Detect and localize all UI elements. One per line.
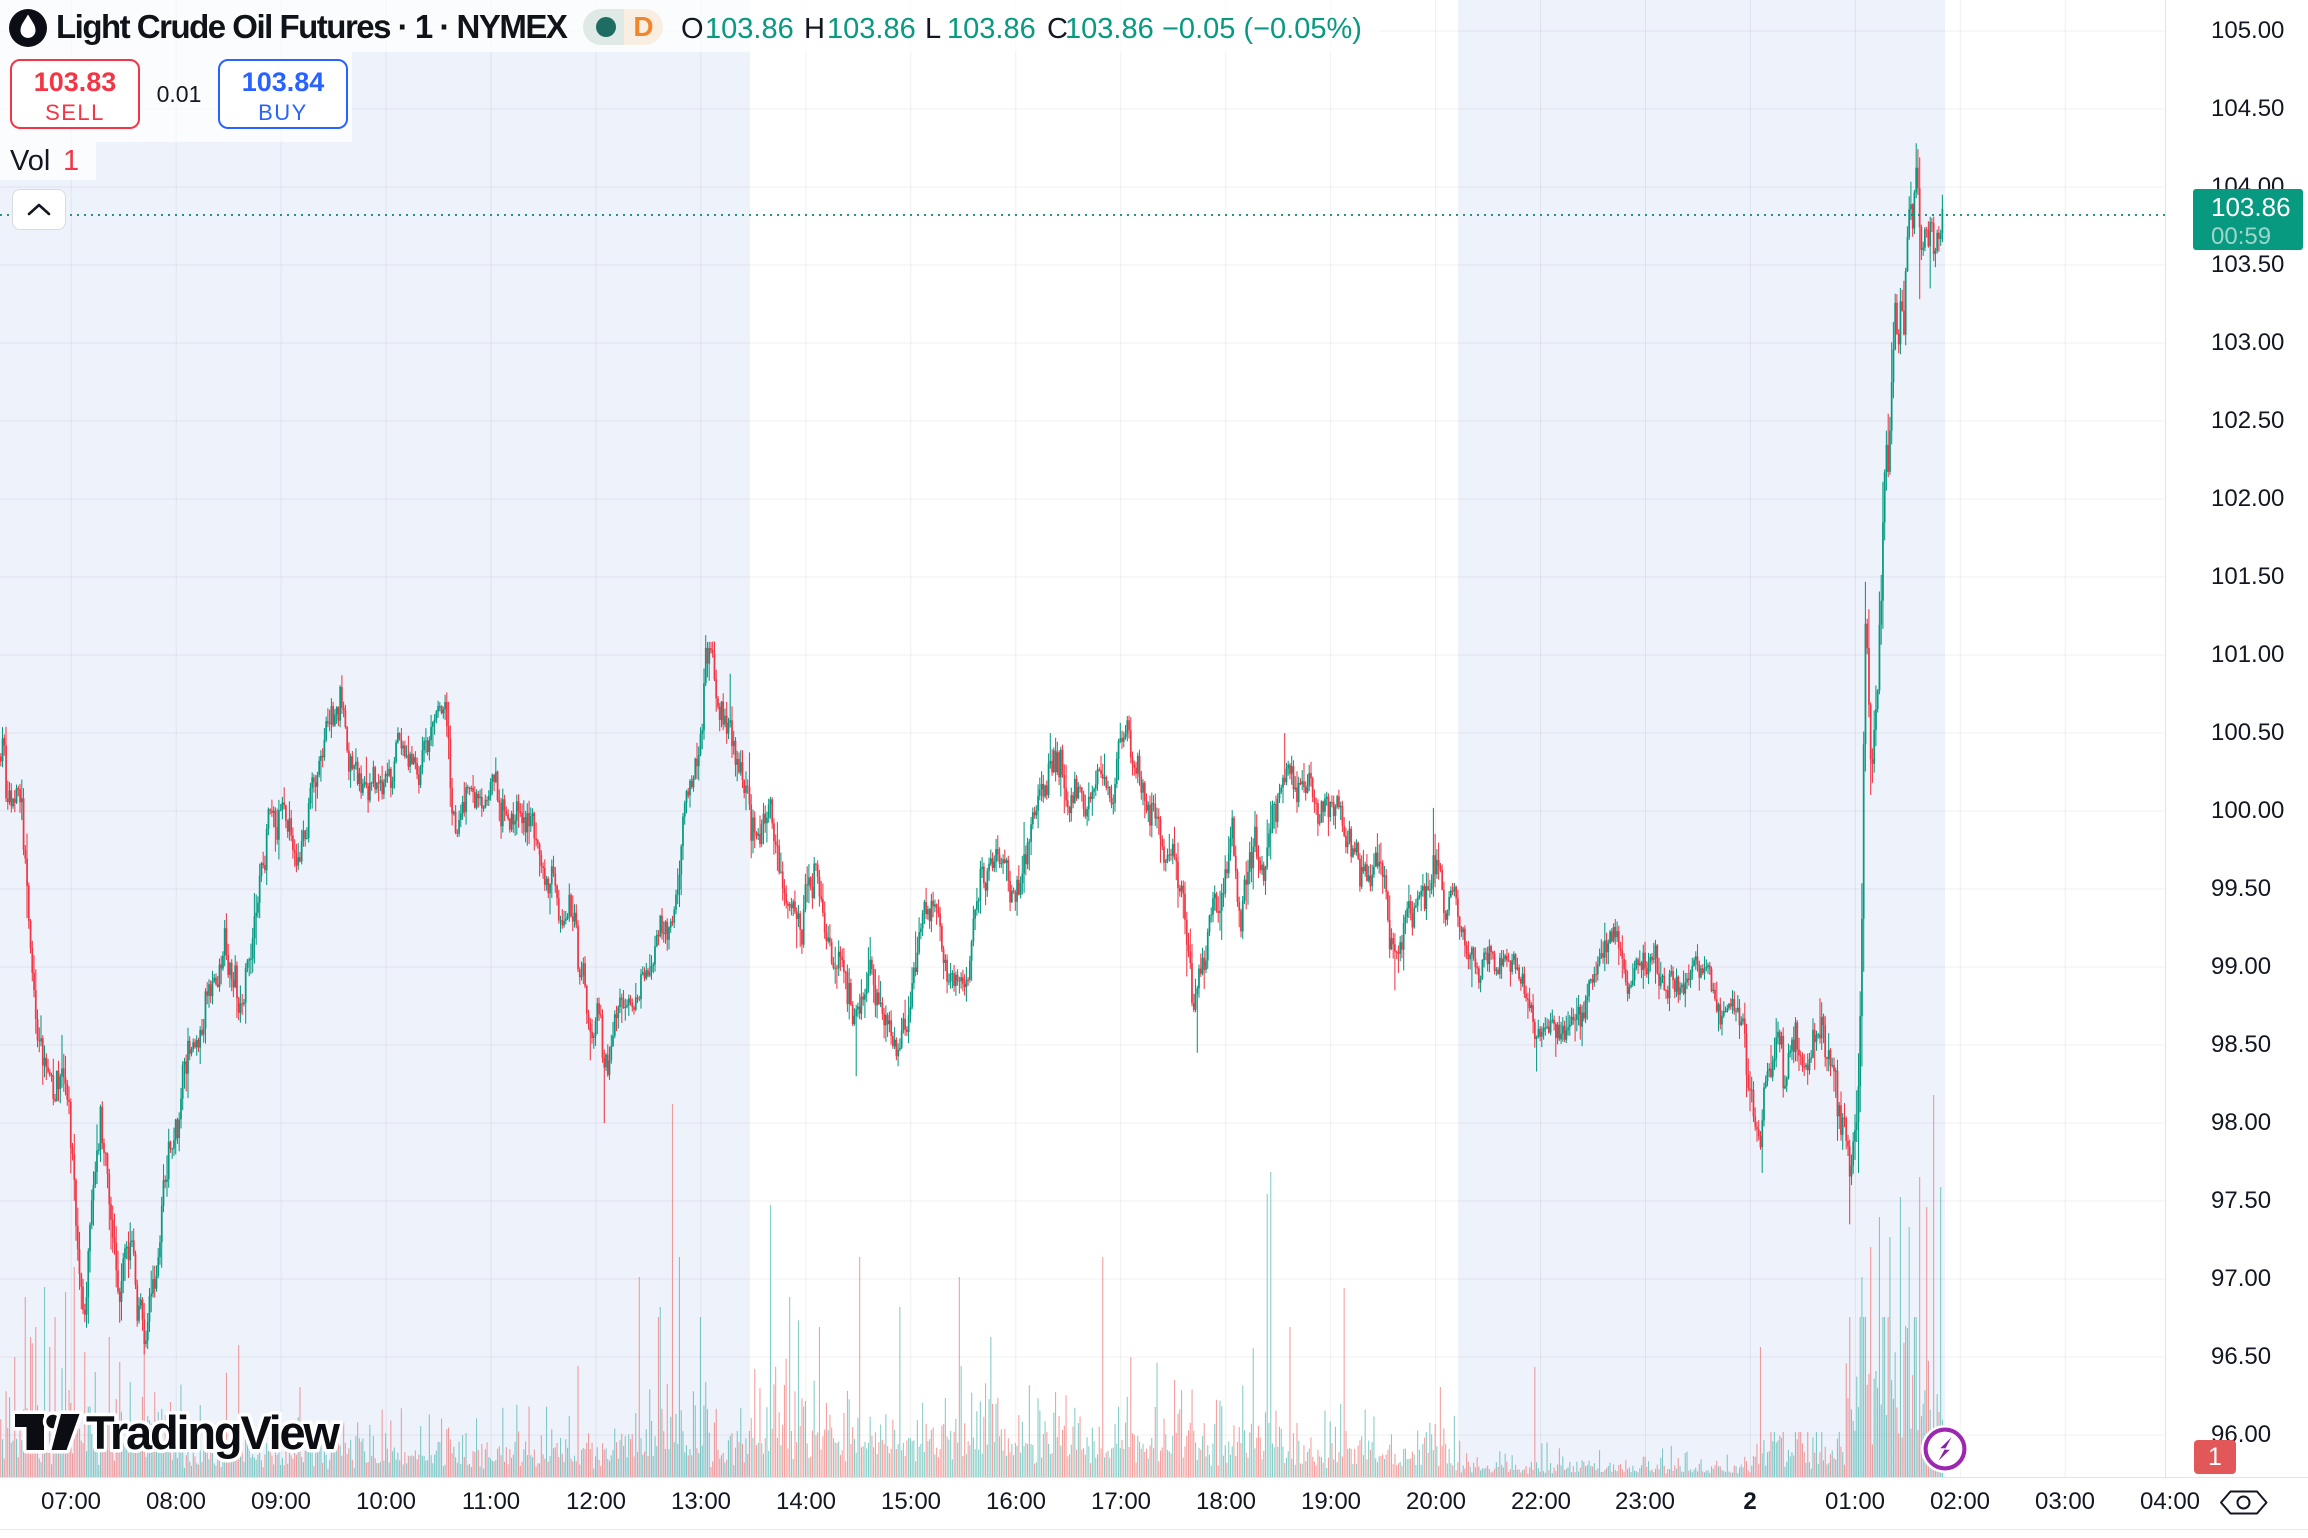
svg-text:TradingView: TradingView <box>86 1406 340 1459</box>
